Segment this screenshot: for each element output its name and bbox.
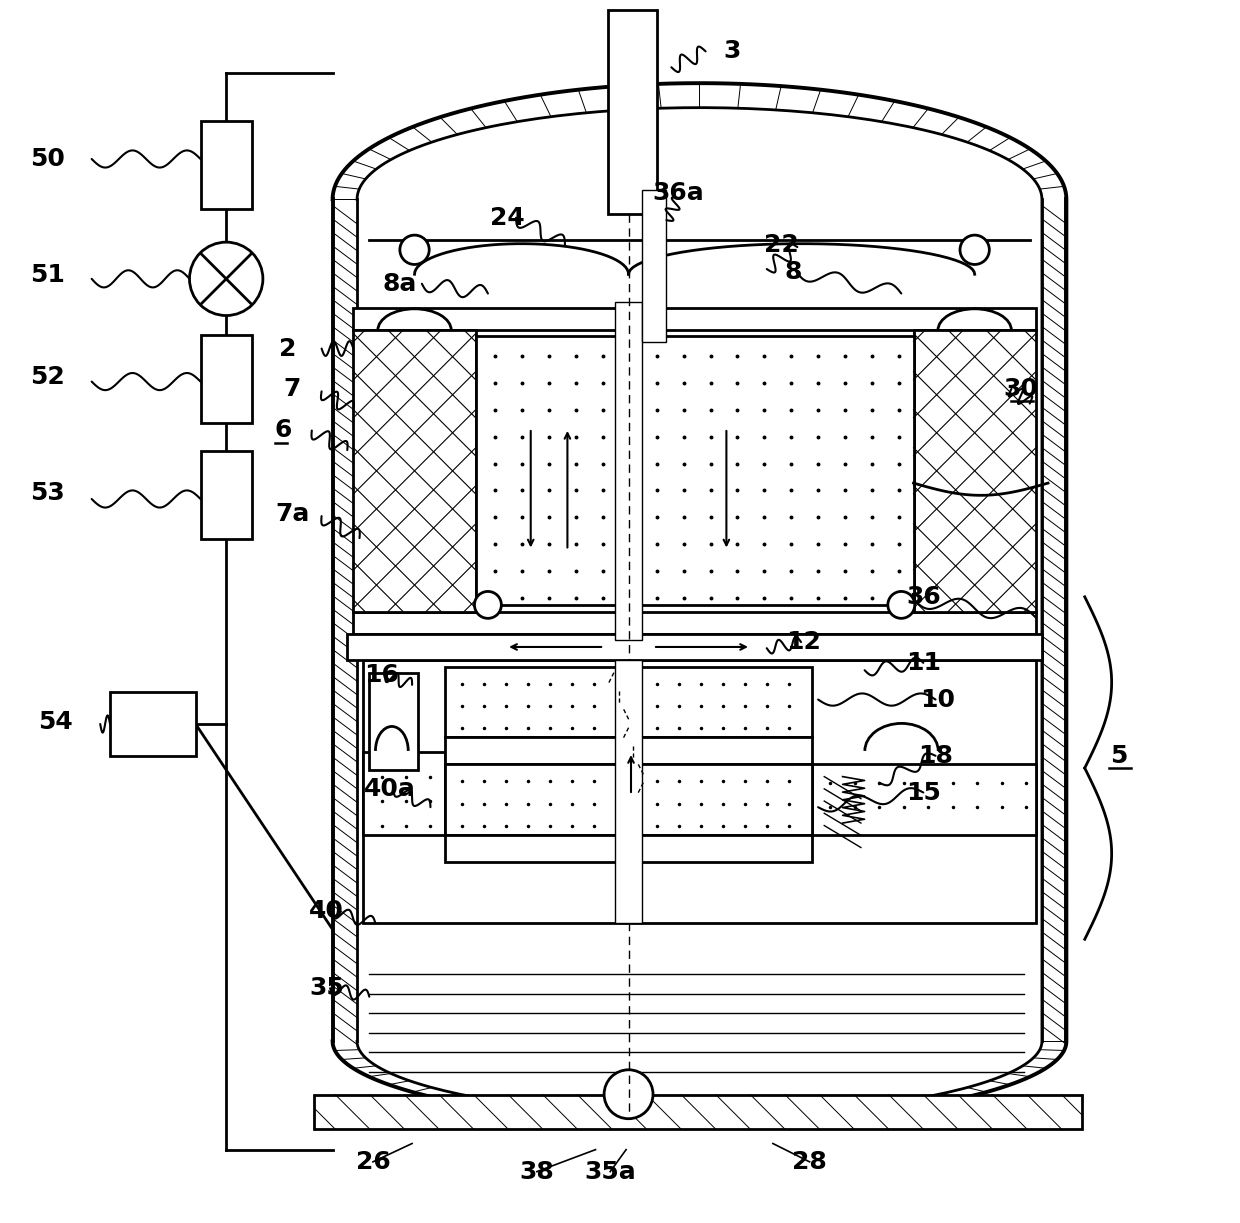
Circle shape — [190, 242, 263, 316]
Circle shape — [475, 592, 501, 619]
Text: 10: 10 — [920, 687, 956, 712]
Text: 30: 30 — [1003, 377, 1039, 401]
Circle shape — [604, 1070, 653, 1119]
Text: 35a: 35a — [584, 1159, 636, 1184]
Text: 50: 50 — [30, 147, 64, 171]
Bar — [110, 692, 196, 756]
Text: 15: 15 — [906, 780, 941, 805]
Text: 11: 11 — [905, 651, 941, 675]
Bar — [812, 764, 1035, 835]
Text: 38: 38 — [520, 1159, 554, 1184]
Bar — [476, 336, 914, 605]
Text: 16: 16 — [365, 663, 399, 687]
Text: 36a: 36a — [652, 181, 704, 205]
Text: 6: 6 — [275, 418, 293, 443]
Text: 53: 53 — [30, 481, 64, 505]
Text: 24: 24 — [490, 205, 525, 230]
Bar — [353, 308, 1035, 330]
Bar — [608, 10, 657, 214]
Text: 8a: 8a — [383, 272, 417, 296]
Text: 36: 36 — [906, 585, 941, 609]
Bar — [615, 302, 642, 640]
Bar — [353, 612, 1035, 634]
Bar — [615, 660, 642, 923]
Bar — [445, 764, 812, 835]
Circle shape — [399, 235, 429, 264]
Text: 7a: 7a — [275, 501, 310, 526]
Text: 51: 51 — [30, 263, 64, 287]
Bar — [363, 660, 1035, 923]
Text: 52: 52 — [30, 364, 64, 389]
Text: 8: 8 — [785, 259, 802, 284]
Text: 22: 22 — [764, 232, 799, 257]
Text: 3: 3 — [724, 39, 742, 64]
Text: 54: 54 — [37, 709, 72, 734]
Text: 12: 12 — [786, 630, 821, 654]
Circle shape — [960, 235, 990, 264]
Text: 7: 7 — [284, 377, 301, 401]
Bar — [363, 752, 445, 835]
Text: 40a: 40a — [365, 777, 415, 801]
Text: 40: 40 — [309, 899, 343, 923]
Text: 26: 26 — [356, 1150, 391, 1174]
Text: 28: 28 — [792, 1150, 827, 1174]
Bar — [314, 1095, 1083, 1129]
Bar — [347, 634, 1042, 660]
Bar — [445, 737, 812, 764]
Text: 35: 35 — [309, 976, 343, 1000]
Bar — [445, 667, 812, 737]
Bar — [201, 335, 252, 423]
Text: 2: 2 — [279, 336, 296, 361]
Bar — [445, 835, 812, 862]
Bar — [642, 190, 666, 342]
Bar — [201, 451, 252, 539]
Bar — [201, 121, 252, 209]
Text: 5: 5 — [1110, 744, 1127, 768]
Bar — [353, 330, 476, 612]
Text: 18: 18 — [918, 744, 954, 768]
Bar — [370, 673, 418, 770]
Circle shape — [888, 592, 915, 619]
Bar — [914, 330, 1035, 612]
